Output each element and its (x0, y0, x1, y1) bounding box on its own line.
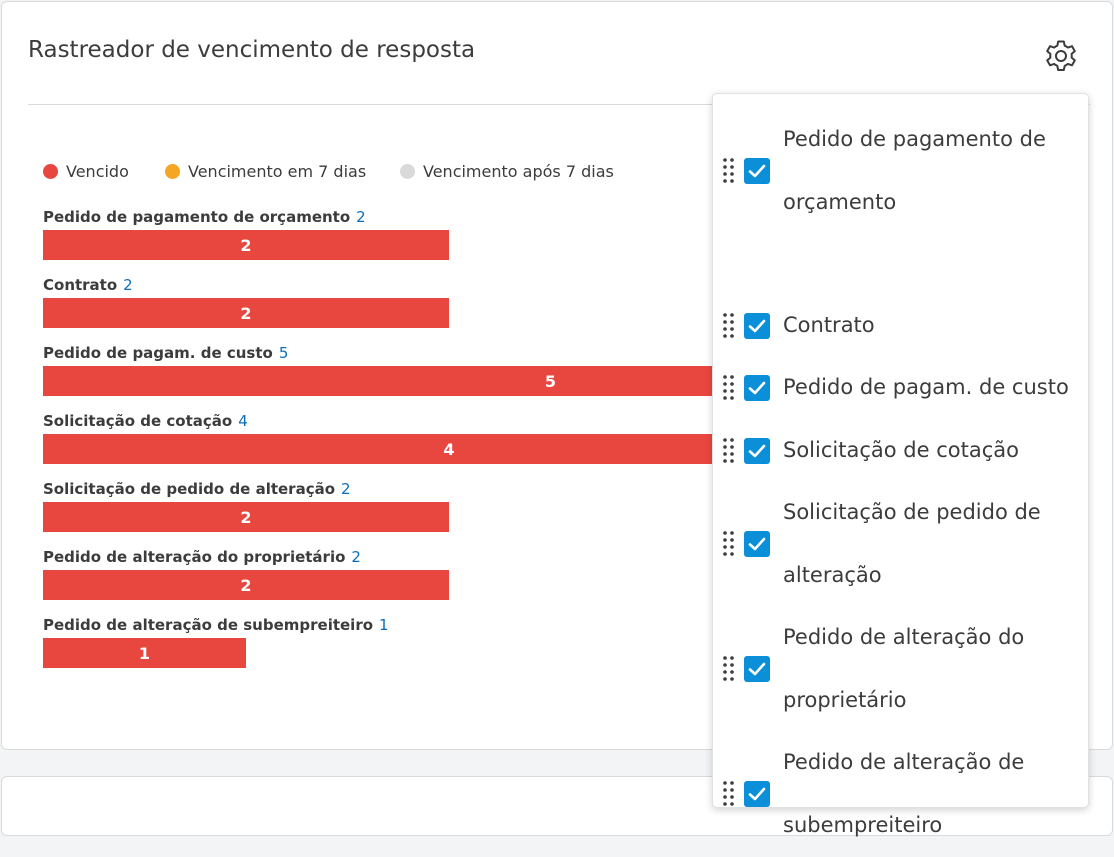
bar-value-label: 1 (138, 643, 151, 663)
gear-icon[interactable] (1043, 38, 1079, 74)
category-total-link[interactable]: 2 (123, 276, 133, 294)
drag-handle-icon[interactable] (722, 374, 736, 401)
drag-handle-icon[interactable] (722, 158, 736, 184)
bar-value-label: 5 (544, 371, 557, 391)
settings-item-label: Pedido de alteração de subempreiteiro (783, 750, 1025, 837)
category-label: Pedido de pagamento de orçamento (43, 208, 351, 226)
item-checkbox[interactable] (744, 312, 770, 339)
item-checkbox[interactable] (744, 374, 770, 401)
bar-row-label: Pedido de pagamento de orçamento 2 (43, 208, 366, 226)
bar-value-label: 2 (240, 507, 252, 527)
bar-value-label: 4 (443, 439, 455, 459)
chart-settings-popover: Pedido de pagamento de orçamento Contrato… (712, 93, 1090, 837)
settings-item: Pedido de alteração do proprietário (713, 606, 1090, 732)
category-label: Pedido de alteração de subempreiteiro (43, 616, 374, 634)
legend-item-due-after-7-days: Vencimento após 7 dias (400, 162, 614, 181)
item-checkbox[interactable] (744, 781, 770, 807)
item-checkbox[interactable] (744, 531, 770, 557)
category-total-link[interactable]: 4 (238, 412, 248, 430)
item-checkbox[interactable] (744, 656, 770, 682)
card-title: Rastreador de vencimento de resposta (28, 37, 476, 63)
title-divider (28, 104, 1090, 105)
category-total-link[interactable]: 1 (379, 616, 389, 634)
legend-item-due-7-days: Vencimento em 7 dias (165, 162, 366, 181)
legend-dot-due-7-days (165, 164, 180, 179)
category-total-link[interactable]: 2 (351, 548, 361, 566)
bar-row-label: Solicitação de cotação 4 (43, 412, 248, 430)
settings-item: Pedido de pagam. de custo (713, 356, 1090, 419)
legend-dot-due-after-7-days (400, 164, 415, 179)
drag-handle-icon[interactable] (722, 656, 736, 682)
bar-row-label: Pedido de alteração de subempreiteiro 1 (43, 616, 389, 634)
drag-handle-icon[interactable] (722, 781, 736, 807)
settings-item-label: Pedido de pagam. de custo (783, 375, 1069, 399)
category-label: Pedido de alteração do proprietário (43, 548, 346, 566)
bar-row-label: Contrato 2 (43, 276, 133, 294)
bar-overdue[interactable]: 2 (43, 298, 449, 328)
category-total-link[interactable]: 2 (341, 480, 351, 498)
settings-item: Solicitação de pedido de alteração (713, 481, 1090, 607)
bar-overdue[interactable]: 1 (43, 638, 246, 668)
legend-item-overdue: Vencido (43, 162, 129, 181)
item-checkbox[interactable] (744, 437, 770, 464)
bar-row-label: Solicitação de pedido de alteração 2 (43, 480, 351, 498)
category-label: Solicitação de cotação (43, 412, 233, 430)
bar-value-label: 2 (240, 235, 252, 255)
settings-item: Pedido de alteração de subempreiteiro (713, 731, 1090, 857)
bar-value-label: 2 (240, 575, 252, 595)
item-checkbox[interactable] (744, 158, 770, 184)
legend-dot-overdue (43, 164, 58, 179)
bar-row-label: Pedido de alteração do proprietário 2 (43, 548, 361, 566)
category-total-link[interactable]: 2 (356, 208, 366, 226)
category-label: Contrato (43, 276, 118, 294)
bar-row-label: Pedido de pagam. de custo 5 (43, 344, 288, 362)
bar-value-label: 2 (240, 303, 252, 323)
bar-overdue[interactable]: 2 (43, 502, 449, 532)
drag-handle-icon[interactable] (722, 531, 736, 557)
drag-handle-icon[interactable] (722, 437, 736, 464)
bar-overdue[interactable]: 2 (43, 570, 449, 600)
settings-item-label: Solicitação de pedido de alteração (783, 500, 1041, 587)
settings-item-label: Pedido de alteração do proprietário (783, 625, 1025, 712)
drag-handle-icon[interactable] (722, 312, 736, 339)
category-total-link[interactable]: 5 (278, 344, 289, 362)
settings-item: Solicitação de cotação (713, 419, 1090, 482)
bar-overdue[interactable]: 2 (43, 230, 449, 260)
legend-label: Vencimento em 7 dias (188, 162, 367, 181)
category-label: Solicitação de pedido de alteração (43, 480, 336, 498)
legend-label: Vencimento após 7 dias (423, 162, 614, 181)
settings-item-label: Pedido de pagamento de orçamento (783, 127, 1046, 214)
legend-label: Vencido (66, 162, 129, 181)
settings-item: Contrato (713, 294, 1090, 357)
settings-item-label: Contrato (783, 313, 875, 337)
settings-item-label: Solicitação de cotação (783, 438, 1019, 462)
category-label: Pedido de pagam. de custo (43, 344, 273, 362)
settings-item: Pedido de pagamento de orçamento (713, 108, 1090, 234)
